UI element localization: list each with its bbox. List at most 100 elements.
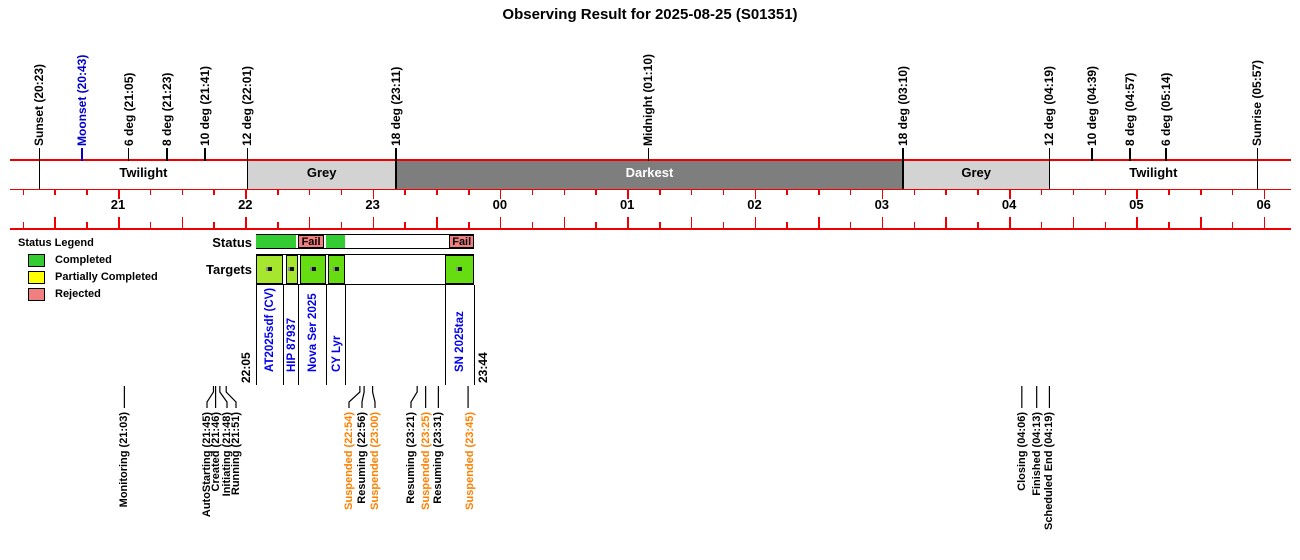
axis2-tick [245,217,247,228]
time-tick [86,190,88,195]
window-start-label: 22:05 [238,352,253,383]
completed-swatch-icon [28,253,45,267]
sky-marker-label: 8 deg (21:23) [159,72,174,146]
sky-marker-tick [127,148,130,161]
target-column-line [474,285,476,385]
sky-marker-tick [166,148,168,161]
axis2-tick [977,222,979,228]
event-label: Resuming (23:31) [432,412,445,504]
time-tick [499,190,502,199]
time-tick [372,190,375,199]
time-tick [722,190,725,195]
target-name-label: SN 2025taz [453,311,466,372]
axis2-tick [786,222,788,228]
sky-marker-label: 18 deg (23:11) [388,66,403,146]
sky-marker-tick [395,148,397,189]
axis2-tick [945,217,947,228]
hour-label: 06 [1256,197,1271,212]
axis2-tick [181,217,184,228]
target-name-label: Nova Ser 2025 [307,293,320,372]
axis2-tick [1072,217,1075,228]
target-marker-icon [456,267,463,271]
axis2-tick [531,222,534,228]
axis2-tick [340,222,343,228]
hour-label: 05 [1129,197,1144,212]
event-label: Finished (04:13) [1030,412,1043,496]
hour-label: 02 [747,197,762,212]
brightness-band-twilight [10,161,248,189]
axis2-tick [1104,222,1107,228]
time-tick [277,190,279,195]
axis2-tick [1009,217,1011,228]
time-tick [849,190,852,195]
band-label: Darkest [625,165,674,180]
time-tick [308,190,311,195]
event-label: Suspended (22:54) [343,412,355,510]
band-label: Twilight [1129,165,1178,180]
target-marker-icon [309,267,316,271]
event-label: Scheduled End (04:19) [1043,412,1056,530]
axis2-tick [849,222,852,228]
time-tick [881,190,884,199]
axis2-tick [818,217,820,228]
axis2-tick [22,222,25,228]
hour-label: 23 [365,197,380,212]
chart-title: Observing Result for 2025-08-25 (S01351) [502,6,798,23]
time-tick [1200,190,1202,195]
legend-label: Partially Completed [55,271,158,283]
time-tick [181,190,184,195]
time-tick [54,190,56,195]
event-leader-line [410,386,418,408]
axis2-tick [118,217,120,228]
axis2-tick [54,217,56,228]
target-marker-icon [333,267,340,271]
time-tick [627,190,629,199]
axis2-tick [499,217,502,228]
time-tick [436,190,438,195]
event-label: Closing (04:06) [1015,412,1028,491]
time-tick [1168,190,1170,195]
axis2-tick [754,217,756,228]
axis2-tick [1136,217,1138,228]
targets-row-label: Targets [206,262,252,277]
time-tick [945,190,947,195]
sky-marker-label: 8 deg (04:57) [1123,72,1138,146]
time-tick [213,190,215,195]
brightness-band-grey [247,161,396,189]
target-column-line [444,285,446,385]
axis-line-1 [10,188,1291,191]
time-tick [1136,190,1138,199]
time-tick [1072,190,1075,195]
time-tick [563,190,566,195]
time-tick [1231,190,1234,195]
hour-label: 22 [238,197,253,212]
sky-marker-label: Sunset (20:23) [32,63,47,146]
status-row-label: Status [212,235,252,250]
axis2-tick [404,222,406,228]
axis2-tick [86,222,88,228]
time-tick [340,190,343,195]
time-tick [22,190,25,195]
axis2-tick [1168,222,1170,228]
axis2-tick [1200,217,1202,228]
sky-marker-label: Moonset (20:43) [74,54,89,146]
axis2-tick [1231,222,1234,228]
time-tick [531,190,534,195]
band-label: Grey [961,165,992,180]
time-tick [818,190,820,195]
sky-marker-tick [1091,148,1093,161]
hour-label: 03 [874,197,890,212]
sky-marker-tick [1256,148,1259,189]
legend-label: Rejected [55,288,101,300]
sky-marker-tick [246,148,249,189]
time-tick [245,190,247,199]
sky-marker-tick [1165,148,1167,161]
time-tick [977,190,979,195]
sky-marker-tick [81,148,83,161]
target-name-label: HIP 87937 [285,317,298,372]
axis2-tick [913,222,916,228]
target-column-line [255,285,257,385]
time-tick [690,190,693,195]
legend-item-rejected: Rejected [28,287,101,301]
axis2-tick [149,222,152,228]
